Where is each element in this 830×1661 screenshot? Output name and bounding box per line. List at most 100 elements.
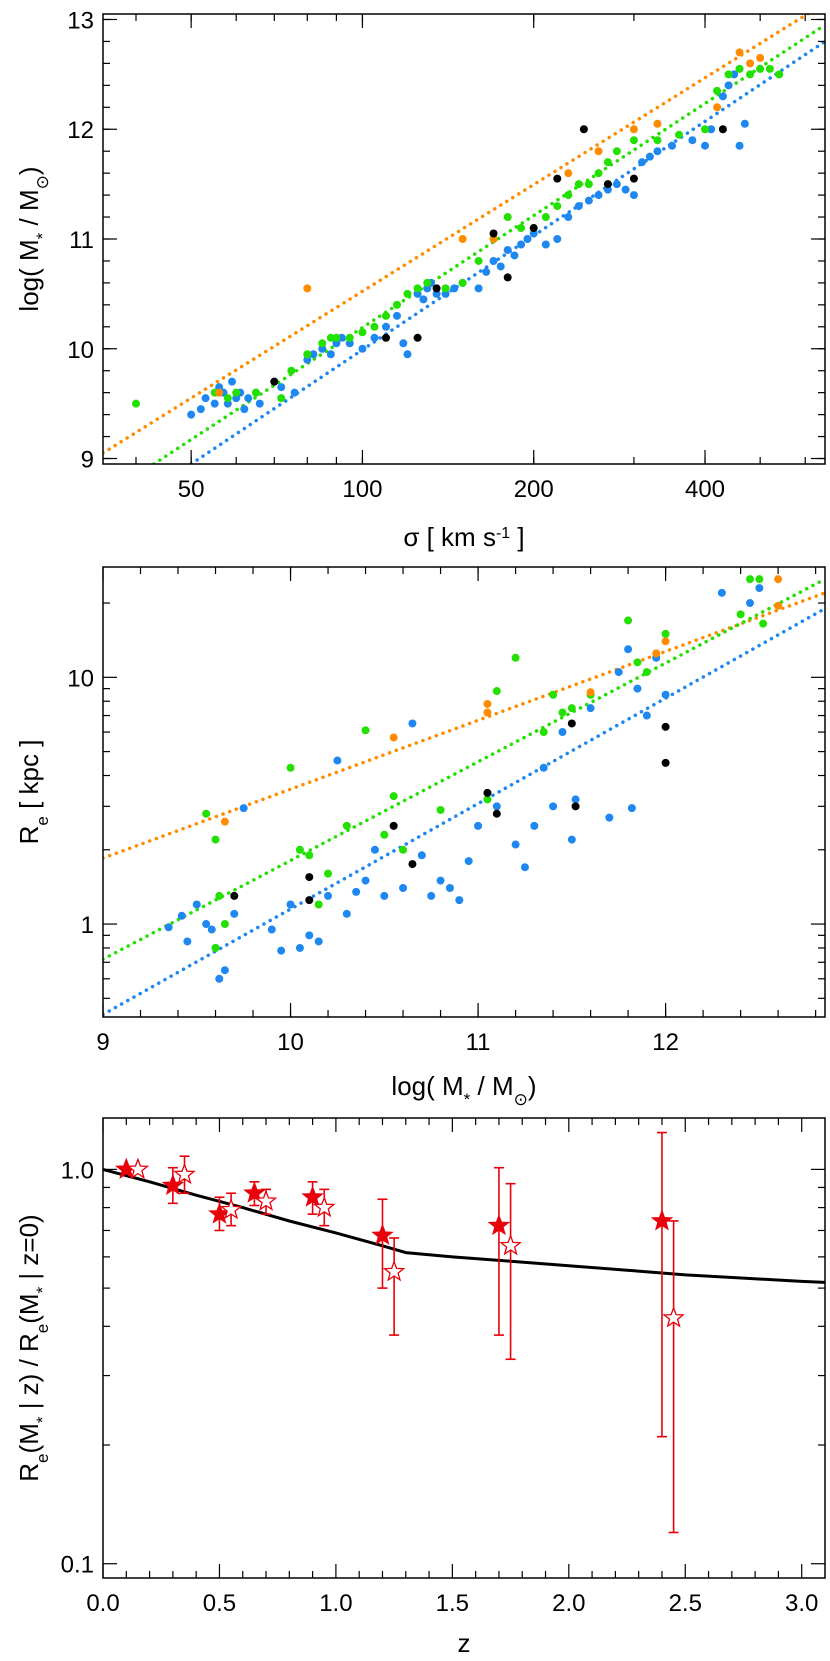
green-data-point	[286, 763, 295, 772]
blue-data-point	[318, 344, 327, 353]
open-star-marker	[499, 1233, 522, 1256]
blue-data-point	[564, 213, 573, 222]
black-data-point	[413, 333, 422, 342]
axis-ticks	[102, 567, 825, 1017]
black-data-point	[389, 821, 398, 830]
green-data-point	[423, 278, 432, 287]
green-data-point	[549, 690, 558, 699]
orange-data-point	[746, 59, 755, 68]
blue-data-point	[586, 704, 595, 713]
x-tick-label: 1.5	[436, 1590, 469, 1617]
blue-data-point	[303, 355, 312, 364]
filled-star-marker	[301, 1185, 324, 1207]
blue-data-point	[230, 909, 239, 918]
green-data-point	[765, 64, 774, 73]
open-star-marker	[173, 1162, 196, 1185]
orange-data-point	[735, 48, 744, 57]
y-axis-label: Re(M* | z) / Re(M* | z=0)	[14, 1214, 52, 1481]
blue-data-point	[267, 925, 276, 934]
blue-data-point	[358, 344, 367, 353]
filled-star-marker	[650, 1209, 674, 1231]
blue-data-point	[220, 966, 229, 975]
orange-fit-line	[103, 14, 811, 455]
y-tick-label: 1	[81, 912, 94, 939]
green-data-point	[653, 136, 662, 145]
blue-data-point	[419, 295, 428, 304]
green-data-point	[492, 687, 501, 696]
black-data-point	[661, 758, 670, 767]
blue-data-point	[286, 900, 295, 909]
blue-data-point	[450, 284, 459, 293]
blue-data-point	[210, 399, 219, 408]
black-data-point	[529, 224, 538, 233]
orange-data-point	[653, 119, 662, 128]
black-data-point	[503, 273, 512, 282]
fit-lines	[103, 577, 825, 1017]
blue-data-point	[427, 891, 436, 900]
blue-data-point	[255, 399, 264, 408]
green-data-point	[389, 792, 398, 801]
green-data-point	[399, 845, 408, 854]
orange-data-point	[774, 575, 783, 584]
black-data-point	[305, 873, 314, 882]
star-markers	[115, 1157, 685, 1328]
green-data-point	[303, 350, 312, 359]
green-data-point	[629, 136, 638, 145]
black-data-point	[432, 284, 441, 293]
blue-data-point	[183, 937, 192, 946]
orange-data-point	[483, 708, 492, 717]
blue-data-point	[740, 119, 749, 128]
green-data-point	[612, 147, 621, 156]
black-data-point	[571, 802, 580, 811]
blue-data-point	[614, 668, 623, 677]
open-star-marker	[662, 1306, 685, 1328]
green-data-point	[295, 845, 304, 854]
green-data-point	[220, 920, 229, 929]
black-data-point	[408, 860, 417, 869]
model-line	[102, 1167, 826, 1284]
blue-data-point	[455, 896, 464, 905]
green-data-point	[342, 821, 351, 830]
green-data-point	[503, 213, 512, 222]
green-data-point	[392, 300, 401, 309]
blue-data-point	[661, 690, 670, 699]
orange-data-point	[713, 103, 722, 112]
black-data-point	[553, 174, 562, 183]
blue-data-point	[724, 81, 733, 90]
blue-data-point	[399, 883, 408, 892]
x-tick-label: 50	[178, 476, 205, 503]
blue-data-point	[567, 835, 576, 844]
open-star-marker	[254, 1189, 278, 1211]
blue-data-point	[638, 158, 647, 167]
blue-data-point	[603, 185, 612, 194]
blue-data-point	[207, 925, 216, 934]
blue-data-point	[277, 383, 286, 392]
x-tick-label: 2.0	[552, 1590, 585, 1617]
x-tick-label: 100	[342, 476, 382, 503]
blue-data-point	[730, 70, 739, 79]
x-tick-label: 9	[96, 1029, 109, 1056]
black-data-point	[270, 377, 279, 386]
green-data-point	[326, 333, 335, 342]
green-data-point	[558, 708, 567, 717]
green-data-point	[223, 394, 232, 403]
x-tick-labels: 9 10 11 12	[96, 1029, 679, 1056]
y-tick-label: 10	[67, 665, 94, 692]
blue-data-point	[239, 804, 248, 813]
blue-data-point	[232, 394, 241, 403]
x-tick-label: 200	[514, 476, 554, 503]
orange-data-point	[756, 53, 765, 62]
blue-data-point	[324, 891, 333, 900]
blue-data-point	[718, 92, 727, 101]
black-data-point	[305, 896, 314, 905]
y-tick-label: 0.1	[61, 1552, 94, 1579]
blue-data-point	[701, 141, 710, 150]
green-data-point	[251, 388, 260, 397]
blue-data-point	[295, 943, 304, 952]
plot-frame	[102, 566, 826, 1018]
orange-data-point	[564, 169, 573, 178]
blue-data-point	[612, 180, 621, 189]
green-data-point	[324, 869, 333, 878]
blue-data-point	[474, 284, 483, 293]
blue-data-point	[549, 802, 558, 811]
